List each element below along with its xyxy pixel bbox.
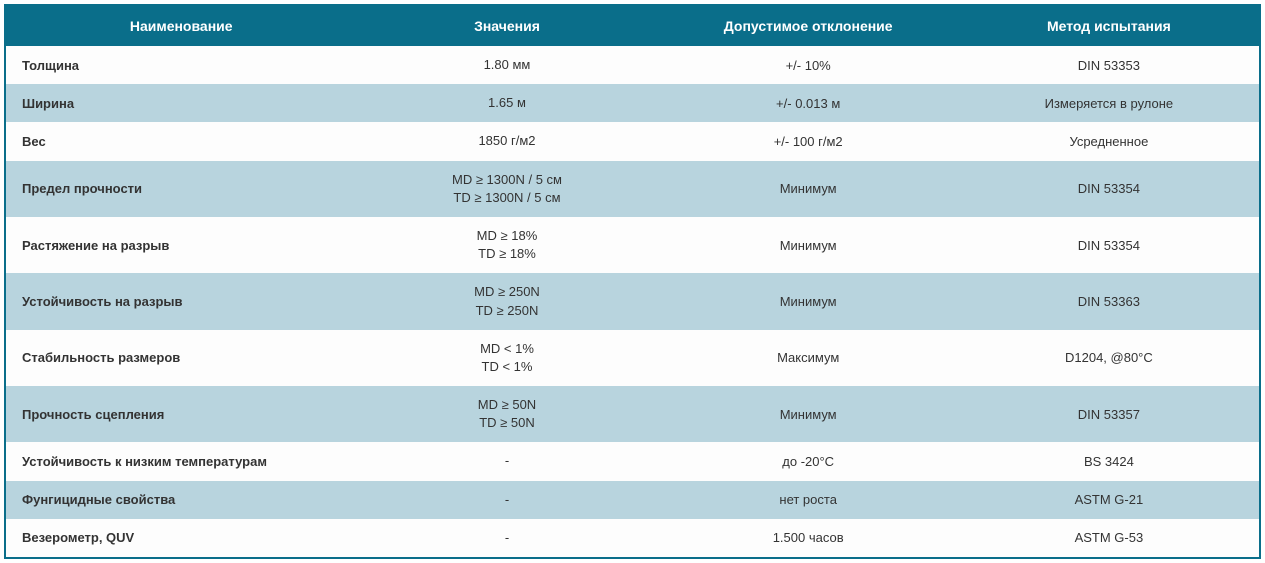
cell-name: Устойчивость к низким температурам [5,442,356,480]
cell-value: MD < 1% TD < 1% [356,330,657,386]
cell-value: MD ≥ 50N TD ≥ 50N [356,386,657,442]
cell-tolerance: +/- 0.013 м [658,84,959,122]
cell-value: 1.80 мм [356,46,657,84]
cell-value: 1.65 м [356,84,657,122]
cell-tolerance: до -20°C [658,442,959,480]
table-row: Фунгицидные свойства-нет ростаASTM G-21 [5,481,1260,519]
cell-tolerance: +/- 10% [658,46,959,84]
cell-tolerance: Минимум [658,161,959,217]
cell-name: Предел прочности [5,161,356,217]
cell-value: 1850 г/м2 [356,122,657,160]
cell-method: ASTM G-21 [959,481,1260,519]
table-row: Устойчивость на разрывMD ≥ 250N TD ≥ 250… [5,273,1260,329]
table-row: Толщина1.80 мм+/- 10%DIN 53353 [5,46,1260,84]
cell-tolerance: +/- 100 г/м2 [658,122,959,160]
header-col-name: Наименование [5,5,356,46]
table-row: Прочность сцепленияMD ≥ 50N TD ≥ 50NМини… [5,386,1260,442]
cell-method: DIN 53363 [959,273,1260,329]
table-row: Везерометр, QUV-1.500 часовASTM G-53 [5,519,1260,558]
cell-value: MD ≥ 250N TD ≥ 250N [356,273,657,329]
cell-name: Растяжение на разрыв [5,217,356,273]
cell-tolerance: нет роста [658,481,959,519]
table-row: Стабильность размеровMD < 1% TD < 1%Макс… [5,330,1260,386]
table-row: Устойчивость к низким температурам-до -2… [5,442,1260,480]
cell-value: - [356,442,657,480]
specifications-table: Наименование Значения Допустимое отклоне… [4,4,1261,559]
cell-method: DIN 53353 [959,46,1260,84]
cell-name: Ширина [5,84,356,122]
cell-method: DIN 53354 [959,217,1260,273]
cell-method: Измеряется в рулоне [959,84,1260,122]
cell-name: Устойчивость на разрыв [5,273,356,329]
header-col-method: Метод испытания [959,5,1260,46]
cell-value: - [356,519,657,558]
cell-method: BS 3424 [959,442,1260,480]
cell-tolerance: Минимум [658,217,959,273]
cell-tolerance: Максимум [658,330,959,386]
cell-name: Стабильность размеров [5,330,356,386]
table-row: Вес1850 г/м2+/- 100 г/м2Усредненное [5,122,1260,160]
cell-method: ASTM G-53 [959,519,1260,558]
cell-name: Вес [5,122,356,160]
cell-tolerance: Минимум [658,386,959,442]
cell-name: Прочность сцепления [5,386,356,442]
table-row: Предел прочностиMD ≥ 1300N / 5 см TD ≥ 1… [5,161,1260,217]
cell-tolerance: Минимум [658,273,959,329]
header-col-value: Значения [356,5,657,46]
cell-name: Толщина [5,46,356,84]
cell-name: Везерометр, QUV [5,519,356,558]
header-col-tolerance: Допустимое отклонение [658,5,959,46]
table-body: Толщина1.80 мм+/- 10%DIN 53353Ширина1.65… [5,46,1260,558]
cell-value: MD ≥ 18% TD ≥ 18% [356,217,657,273]
table-header: Наименование Значения Допустимое отклоне… [5,5,1260,46]
cell-value: MD ≥ 1300N / 5 см TD ≥ 1300N / 5 см [356,161,657,217]
table-row: Растяжение на разрывMD ≥ 18% TD ≥ 18%Мин… [5,217,1260,273]
header-row: Наименование Значения Допустимое отклоне… [5,5,1260,46]
cell-value: - [356,481,657,519]
cell-method: DIN 53357 [959,386,1260,442]
cell-tolerance: 1.500 часов [658,519,959,558]
cell-method: D1204, @80°C [959,330,1260,386]
cell-method: DIN 53354 [959,161,1260,217]
cell-name: Фунгицидные свойства [5,481,356,519]
cell-method: Усредненное [959,122,1260,160]
table-row: Ширина1.65 м+/- 0.013 мИзмеряется в руло… [5,84,1260,122]
